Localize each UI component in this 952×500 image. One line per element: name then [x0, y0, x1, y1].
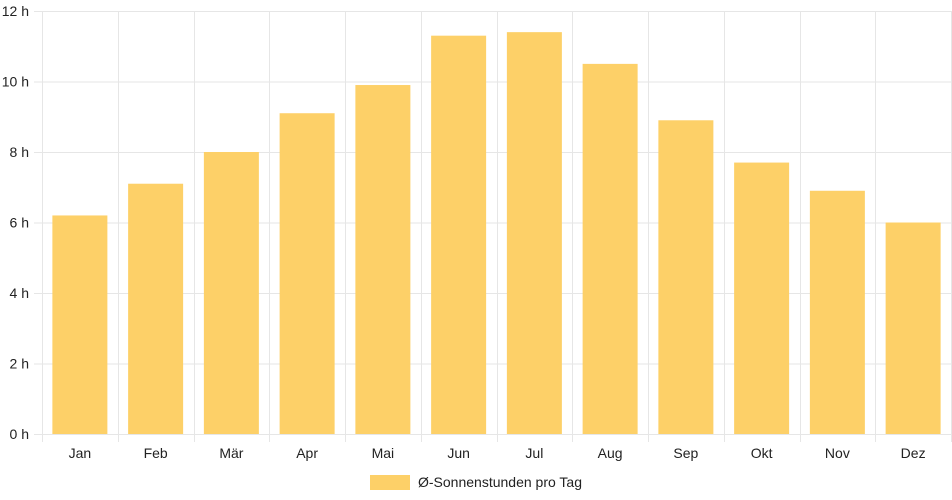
x-tick-label: Aug [598, 445, 623, 461]
x-tick-label: Nov [825, 445, 850, 461]
x-tick-label: Apr [296, 445, 318, 461]
x-tick-label: Feb [144, 445, 168, 461]
bar-mai[interactable] [355, 85, 411, 435]
grid-lines [34, 11, 952, 442]
x-tick-label: Mai [372, 445, 395, 461]
bar-jun[interactable] [431, 35, 487, 435]
legend[interactable]: Ø-Sonnenstunden pro Tag [370, 474, 582, 490]
x-tick-label: Sep [673, 445, 698, 461]
y-tick-label: 8 h [10, 144, 29, 160]
bar-feb[interactable] [128, 183, 184, 434]
y-tick-label: 12 h [2, 3, 29, 19]
y-tick-label: 2 h [10, 356, 29, 372]
bar-sep[interactable] [658, 120, 714, 435]
y-tick-label: 10 h [2, 74, 29, 90]
bar-aug[interactable] [582, 63, 638, 434]
bar-jul[interactable] [506, 32, 562, 435]
x-tick-label: Jul [525, 445, 543, 461]
x-axis-ticks: Jan Feb Mär Apr Mai Jun Jul Aug Sep Okt Nov Dez [69, 445, 926, 461]
y-tick-label: 0 h [10, 426, 29, 442]
bar-apr[interactable] [279, 113, 335, 434]
bar-mär[interactable] [203, 152, 259, 434]
y-tick-label: 4 h [10, 285, 29, 301]
x-tick-label: Jun [447, 445, 470, 461]
bar-okt[interactable] [734, 162, 790, 434]
y-axis-ticks: 0 h 2 h 4 h 6 h 8 h 10 h 12 h [2, 3, 29, 442]
legend-swatch [370, 475, 410, 490]
legend-label: Ø-Sonnenstunden pro Tag [418, 474, 582, 490]
x-tick-label: Okt [751, 445, 773, 461]
bar-dez[interactable] [885, 222, 941, 435]
bar-jan[interactable] [52, 215, 108, 434]
x-tick-label: Mär [219, 445, 243, 461]
bar-nov[interactable] [809, 190, 865, 434]
x-tick-label: Jan [69, 445, 92, 461]
bars [52, 32, 941, 435]
x-tick-label: Dez [901, 445, 926, 461]
y-tick-label: 6 h [10, 215, 29, 231]
